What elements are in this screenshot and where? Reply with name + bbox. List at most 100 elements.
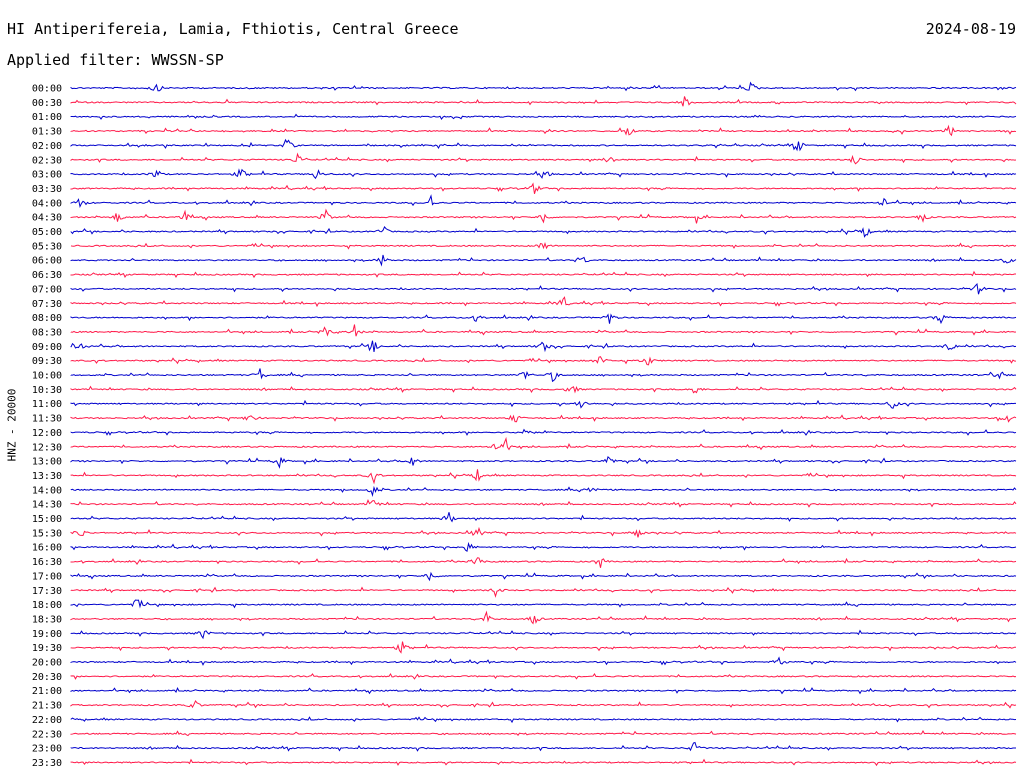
row-time-label: 14:00 <box>32 485 62 496</box>
row-time-label: 23:30 <box>32 758 62 769</box>
seismic-trace-row <box>70 81 1017 92</box>
seismic-trace-row <box>70 428 1017 436</box>
row-time-label: 04:00 <box>32 198 62 209</box>
row-time-label: 01:30 <box>32 127 62 138</box>
seismic-trace-row <box>70 152 1017 165</box>
row-time-label: 08:30 <box>32 327 62 338</box>
seismic-trace-row <box>70 399 1017 409</box>
row-time-label: 16:00 <box>32 543 62 554</box>
seismic-trace-row <box>70 385 1017 394</box>
row-time-label: 05:00 <box>32 227 62 238</box>
row-time-label: 03:00 <box>32 170 62 181</box>
row-time-label: 08:00 <box>32 313 62 324</box>
row-time-label: 06:00 <box>32 256 62 267</box>
seismic-trace-row <box>70 313 1017 325</box>
row-time-label: 11:30 <box>32 414 62 425</box>
station-title: HI Antiperifereia, Lamia, Fthiotis, Cent… <box>7 20 459 38</box>
row-time-label: 18:30 <box>32 614 62 625</box>
row-time-label: 09:00 <box>32 342 62 353</box>
seismic-trace-row <box>70 283 1017 295</box>
row-time-label: 23:00 <box>32 744 62 755</box>
row-time-label: 15:30 <box>32 528 62 539</box>
seismic-trace-row <box>70 629 1017 640</box>
seismic-trace-row <box>70 498 1017 508</box>
row-time-label: 10:30 <box>32 385 62 396</box>
seismic-trace-row <box>70 656 1017 666</box>
row-time-label: 22:30 <box>32 729 62 740</box>
row-time-label: 20:30 <box>32 672 62 683</box>
seismic-trace-row <box>70 113 1017 120</box>
row-time-label: 06:30 <box>32 270 62 281</box>
seismic-trace-row <box>70 242 1017 250</box>
seismic-trace-row <box>70 716 1017 724</box>
row-time-label: 01:00 <box>32 112 62 123</box>
seismic-trace-row <box>70 356 1017 366</box>
row-time-label: 07:00 <box>32 284 62 295</box>
seismic-trace-row <box>70 557 1017 568</box>
seismic-trace-row <box>70 414 1017 423</box>
row-time-label: 21:30 <box>32 701 62 712</box>
row-time-label: 21:00 <box>32 686 62 697</box>
tick-label-group: 00:00 00:30 01:00 01:30 02:00 02:30 03:00 03:30… <box>32 84 62 769</box>
row-time-label: 16:30 <box>32 557 62 568</box>
record-date: 2024-08-19 <box>925 20 1016 38</box>
seismic-trace-row <box>70 324 1017 337</box>
row-time-label: 05:30 <box>32 241 62 252</box>
seismic-trace-row <box>70 208 1017 224</box>
seismic-trace-row <box>70 485 1017 497</box>
row-time-label: 18:00 <box>32 600 62 611</box>
row-time-label: 17:30 <box>32 586 62 597</box>
row-time-label: 13:00 <box>32 457 62 468</box>
seismic-trace-row <box>70 226 1017 238</box>
seismic-trace-row <box>70 672 1017 680</box>
seismic-trace-row <box>70 758 1017 767</box>
row-time-label: 07:30 <box>32 299 62 310</box>
row-time-label: 19:30 <box>32 643 62 654</box>
seismic-trace-row <box>70 456 1017 469</box>
seismic-trace-row <box>70 168 1017 180</box>
row-time-label: 22:00 <box>32 715 62 726</box>
seismic-trace-row <box>70 610 1017 625</box>
seismic-trace-row <box>70 541 1017 553</box>
row-time-label: 19:00 <box>32 629 62 640</box>
seismic-trace-row <box>70 571 1017 582</box>
row-time-label: 17:00 <box>32 571 62 582</box>
seismic-trace-row <box>70 700 1017 709</box>
row-time-label: 02:00 <box>32 141 62 152</box>
row-time-label: 09:30 <box>32 356 62 367</box>
row-time-label: 00:30 <box>32 98 62 109</box>
seismic-trace-row <box>70 340 1017 353</box>
seismic-trace-row <box>70 124 1017 137</box>
row-time-label: 03:30 <box>32 184 62 195</box>
seismic-trace-row <box>70 512 1017 523</box>
row-time-label: 10:00 <box>32 371 62 382</box>
seismic-trace-row <box>70 436 1017 451</box>
seismic-trace-row <box>70 182 1017 194</box>
seismic-trace-row <box>70 270 1017 279</box>
row-time-label: 15:00 <box>32 514 62 525</box>
seismic-trace-row <box>70 741 1017 752</box>
row-time-label: 00:00 <box>32 84 62 95</box>
row-time-label: 02:30 <box>32 155 62 166</box>
seismic-trace-row <box>70 686 1017 695</box>
row-time-label: 20:00 <box>32 658 62 669</box>
row-time-label: 04:30 <box>32 213 62 224</box>
row-time-label: 13:30 <box>32 471 62 482</box>
row-time-label: 11:00 <box>32 399 62 410</box>
row-time-label: 12:00 <box>32 428 62 439</box>
seismic-trace-row <box>70 254 1017 267</box>
seismic-trace-row <box>70 368 1016 383</box>
seismic-trace-row <box>70 526 1017 538</box>
seismic-trace-row <box>70 641 1017 654</box>
seismic-trace-row <box>70 296 1017 308</box>
seismic-trace-row <box>70 138 1017 152</box>
seismic-trace-row <box>70 729 1017 737</box>
seismic-trace-row <box>70 586 1017 598</box>
seismic-trace-row <box>70 194 1017 209</box>
trace-group <box>70 81 1017 767</box>
row-time-label: 12:30 <box>32 442 62 453</box>
seismic-trace-row <box>70 599 1017 609</box>
seismic-trace-row <box>70 469 1017 485</box>
seismic-trace-row <box>70 96 1017 107</box>
